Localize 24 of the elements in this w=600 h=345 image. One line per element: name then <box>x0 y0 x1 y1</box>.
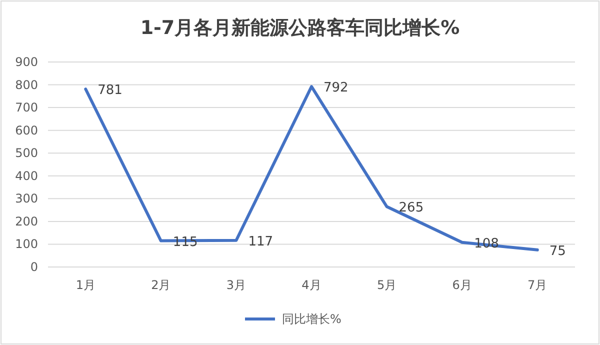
x-tick-label: 4月 <box>302 278 322 292</box>
x-tick-label: 6月 <box>452 278 472 292</box>
y-tick-label: 100 <box>15 237 38 252</box>
y-tick-label: 400 <box>15 168 38 183</box>
data-label: 265 <box>398 200 424 216</box>
y-tick-label: 700 <box>15 100 38 115</box>
y-tick-label: 600 <box>15 123 38 138</box>
x-tick-label: 2月 <box>151 278 171 292</box>
y-tick-label: 500 <box>15 146 38 160</box>
data-label: 117 <box>248 234 274 250</box>
x-tick-label: 1月 <box>76 278 96 292</box>
y-tick-label: 800 <box>15 78 38 92</box>
y-tick-label: 200 <box>15 214 38 228</box>
x-tick-label: 3月 <box>226 278 246 292</box>
data-label: 75 <box>549 244 566 259</box>
y-tick-label: 900 <box>15 55 38 69</box>
data-label: 781 <box>98 83 122 98</box>
chart-title: 1-7月各月新能源公路客车同比增长% <box>140 17 460 39</box>
x-tick-label: 7月 <box>528 278 548 292</box>
legend-label: 同比增长% <box>282 312 342 326</box>
y-tick-label: 300 <box>15 192 38 206</box>
data-label: 792 <box>324 80 348 96</box>
x-tick-label: 5月 <box>376 278 397 292</box>
y-tick-label: 0 <box>30 260 38 274</box>
